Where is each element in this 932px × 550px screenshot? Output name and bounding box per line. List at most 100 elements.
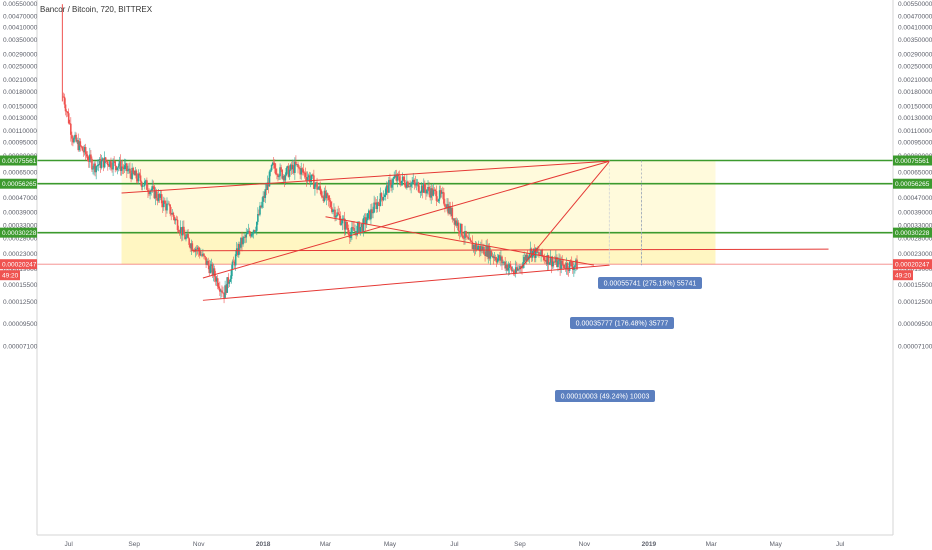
candle-body-19 xyxy=(82,150,85,153)
candle-body-375 xyxy=(458,231,461,234)
candle-body-25 xyxy=(89,154,91,162)
candle-body-91 xyxy=(158,194,161,198)
candle-body-93 xyxy=(160,194,163,204)
candle-body-199 xyxy=(272,162,275,164)
candle-body-172 xyxy=(244,236,246,238)
candle-body-355 xyxy=(437,199,440,202)
candle-body-153 xyxy=(224,285,226,298)
candle-body-391 xyxy=(475,244,478,250)
y-tick-right-5: 0.00250000 xyxy=(898,63,932,70)
candle-body-287 xyxy=(365,220,368,224)
candle-body-120 xyxy=(189,244,192,249)
candle-body-107 xyxy=(175,219,178,220)
candle-body-269 xyxy=(346,228,349,230)
candle-body-324 xyxy=(405,185,407,188)
candle-body-192 xyxy=(265,189,268,191)
y-tick-left-13: 0.00065000 xyxy=(3,169,38,176)
candle-body-163 xyxy=(234,254,237,266)
candle-body-393 xyxy=(477,245,480,248)
candle-body-412 xyxy=(498,255,500,259)
candle-body-399 xyxy=(484,254,486,256)
candle-body-350 xyxy=(432,189,435,196)
candle-body-128 xyxy=(197,247,200,252)
y-tick-right-14: 0.00047000 xyxy=(898,195,932,202)
candle-body-165 xyxy=(236,248,239,256)
candle-body-220 xyxy=(295,161,297,165)
level-badge-right-1 xyxy=(893,178,932,189)
candle-body-85 xyxy=(152,186,155,188)
candle-body-334 xyxy=(415,182,418,186)
candle-body-185 xyxy=(258,214,260,215)
candle-body-11 xyxy=(74,134,76,138)
candle-body-354 xyxy=(436,200,439,202)
candle-body-152 xyxy=(223,292,225,298)
level-label-left-1: 0.00056265 xyxy=(2,181,37,188)
candle-body-364 xyxy=(447,204,449,214)
candle-body-480 xyxy=(569,261,572,263)
candle-body-73 xyxy=(139,175,142,182)
candle-body-118 xyxy=(187,234,189,239)
candle-body-79 xyxy=(146,180,148,190)
candle-body-27 xyxy=(91,158,93,170)
candle-body-228 xyxy=(303,172,306,174)
candle-body-180 xyxy=(252,230,255,234)
candle-body-271 xyxy=(349,234,351,238)
candle-body-465 xyxy=(554,261,556,263)
candle-body-168 xyxy=(240,237,242,248)
candle-body-394 xyxy=(478,245,481,252)
candle-body-312 xyxy=(392,178,394,185)
y-tick-right-11: 0.00095000 xyxy=(898,139,932,146)
candle-body-174 xyxy=(246,233,249,235)
candle-body-20 xyxy=(83,147,86,153)
candle-body-292 xyxy=(371,209,373,213)
candle-body-86 xyxy=(153,186,156,199)
level-label-right-1: 0.00056265 xyxy=(895,181,930,188)
y-tick-right-23: 0.00007100 xyxy=(898,344,932,351)
candle-body-146 xyxy=(216,278,219,287)
candle-body-231 xyxy=(306,177,309,181)
candle-body-244 xyxy=(320,190,323,196)
candle-body-239 xyxy=(315,182,317,185)
candle-body-57 xyxy=(122,167,125,170)
candle-body-290 xyxy=(369,210,371,220)
level-label-left-3: 0.00020247 xyxy=(2,262,37,269)
candle-body-144 xyxy=(214,276,217,282)
candle-body-182 xyxy=(254,230,257,232)
candle-body-433 xyxy=(520,266,522,268)
candle-body-68 xyxy=(134,170,137,176)
x-tick-9: 2019 xyxy=(642,541,657,548)
candle-body-30 xyxy=(94,163,96,173)
candle-body-150 xyxy=(221,290,223,293)
candle-body-339 xyxy=(420,185,423,193)
candle-body-418 xyxy=(504,261,506,269)
candle-body-232 xyxy=(307,175,310,178)
candle-body-55 xyxy=(120,166,123,171)
candle-body-315 xyxy=(395,175,398,181)
candle-body-32 xyxy=(96,165,99,167)
candle-body-320 xyxy=(400,180,403,185)
candle-body-207 xyxy=(281,169,283,179)
y-tick-right-10: 0.00110000 xyxy=(898,128,932,135)
candle-body-296 xyxy=(375,203,378,210)
projection-callout-label-1: 0.00035777 (176.48%) 35777 xyxy=(576,321,669,328)
candle-body-477 xyxy=(566,263,569,270)
candle-body-18 xyxy=(81,146,84,151)
y-tick-left-9: 0.00130000 xyxy=(3,115,38,122)
candle-body-133 xyxy=(203,253,205,257)
candle-body-90 xyxy=(157,194,160,201)
candle-body-187 xyxy=(260,205,262,208)
candle-body-351 xyxy=(433,189,436,191)
candle-body-229 xyxy=(304,172,307,177)
candle-body-191 xyxy=(264,189,267,198)
y-tick-left-18: 0.00023000 xyxy=(3,251,38,258)
candle-body-330 xyxy=(411,182,413,184)
candle-body-306 xyxy=(385,185,388,189)
candle-body-313 xyxy=(393,176,395,179)
candle-body-474 xyxy=(563,264,566,269)
candle-body-167 xyxy=(239,244,241,248)
candle-body-164 xyxy=(235,248,238,255)
candle-body-113 xyxy=(182,226,184,236)
candle-body-162 xyxy=(233,261,236,266)
